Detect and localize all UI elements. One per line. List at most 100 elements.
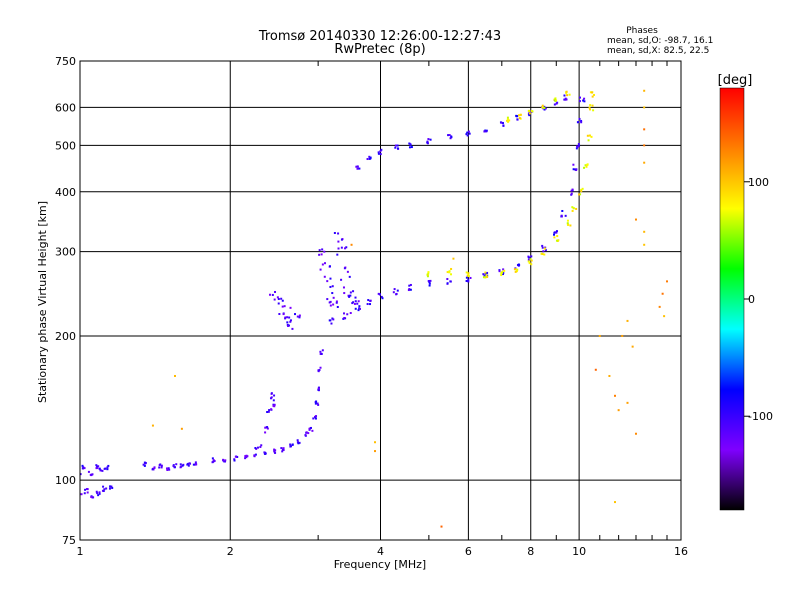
data-point [518,117,521,120]
data-point [316,402,319,405]
data-point [543,253,546,256]
data-point [483,275,486,278]
data-point [450,136,453,139]
data-point [311,429,314,432]
data-point [143,464,146,467]
data-point [90,473,93,476]
data-point [502,124,505,127]
data-point [483,130,486,133]
data-point [566,222,569,225]
data-point [286,316,289,319]
data-point [501,273,504,276]
y-tick-label: 400 [55,186,76,199]
colorbar-tick-label: 100 [748,176,769,189]
data-point [565,91,568,94]
data-point [571,188,574,191]
x-axis-label: Frequency [MHz] [334,558,426,571]
data-point [590,135,593,138]
data-point [344,247,347,250]
data-point [580,119,583,122]
data-point [486,271,489,274]
data-point [254,453,257,456]
data-point [377,292,380,295]
data-point [343,267,346,270]
data-point [643,106,646,109]
data-point [317,403,320,406]
data-point [367,299,370,302]
data-point [212,460,215,463]
data-point [543,247,546,250]
data-point [396,144,399,147]
data-point [369,299,372,302]
data-point [328,319,331,322]
data-point [658,305,661,308]
y-tick-label: 750 [55,55,76,68]
data-point [319,268,322,271]
data-point [589,104,592,107]
data-point [280,297,283,300]
data-point [529,258,532,261]
data-point [304,434,307,437]
data-point [527,260,530,263]
data-point [579,193,582,196]
data-point [450,273,453,276]
data-point [448,271,451,274]
data-point [166,469,169,472]
data-point [98,491,101,494]
data-point [542,250,545,253]
data-point [566,223,569,226]
data-point [319,352,322,355]
data-point [553,236,556,239]
data-point [296,315,299,318]
data-point [287,324,290,327]
data-point [233,459,236,462]
data-point [277,302,280,305]
data-point [273,448,276,451]
data-point [541,246,544,249]
data-point [643,89,646,92]
data-point [318,253,321,256]
y-tick-label: 100 [55,474,76,487]
data-point [467,272,470,275]
y-tick-label: 500 [55,139,76,152]
data-point [186,463,189,466]
data-point [358,167,361,170]
data-point [531,110,534,113]
data-point [266,426,269,429]
data-point [571,206,574,209]
data-point [374,441,377,444]
data-point [245,454,248,457]
data-point [86,488,89,491]
data-point [151,424,154,427]
data-point [576,145,579,148]
data-point [502,271,505,274]
data-point [380,295,383,298]
data-point [356,165,359,168]
data-point [86,491,89,494]
data-point [289,306,292,309]
data-point [544,246,547,249]
data-point [517,264,520,267]
data-point [234,455,237,458]
data-point [349,294,352,297]
data-points [79,89,669,528]
data-point [264,452,267,455]
data-point [317,369,320,372]
stats-o-mode: mean, sd,O: -98.7, 16.1 [607,36,713,46]
data-point [151,468,154,471]
data-point [337,247,340,250]
data-point [96,492,99,495]
y-tick-label: 300 [55,246,76,259]
data-point [592,109,595,112]
data-point [426,141,429,144]
data-point [394,144,397,147]
data-point [298,441,301,444]
data-point [356,167,359,170]
data-point [572,207,575,210]
data-point [84,488,87,491]
data-point [586,163,589,166]
data-point [323,275,326,278]
data-point [348,295,351,298]
data-point [211,457,214,460]
data-point [267,410,270,413]
